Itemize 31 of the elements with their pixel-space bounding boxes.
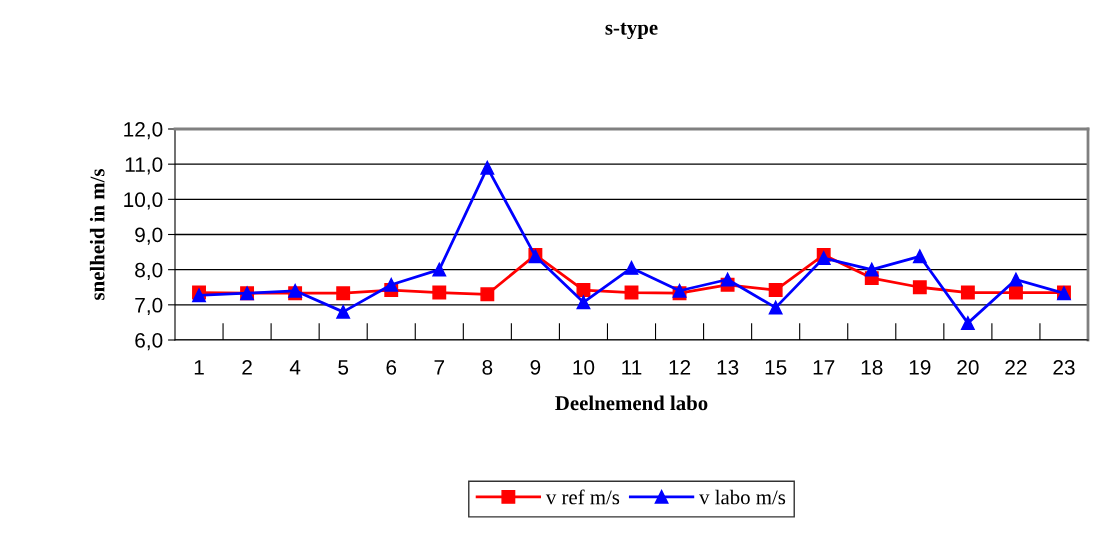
x-tick-label: 13: [717, 359, 739, 375]
x-tick-label: 15: [765, 360, 787, 375]
x-tick-label: 10: [573, 359, 595, 375]
legend-label: v labo m/s: [699, 489, 786, 505]
x-tick-label: 8: [482, 359, 493, 375]
x-tick-label: 12: [669, 359, 691, 375]
y-tick-label: 8,0: [135, 262, 163, 280]
x-axis-title: Deelnemend labo: [555, 395, 708, 411]
x-tick-label: 19: [909, 359, 931, 375]
y-tick-label: 10,0: [124, 192, 163, 210]
x-tick-label: 22: [1005, 359, 1027, 375]
x-tick-label: 23: [1053, 359, 1075, 375]
x-tick-label: 4: [289, 360, 301, 375]
y-tick-label: 11,0: [125, 157, 163, 175]
y-tick-label: 7,0: [135, 297, 163, 316]
y-tick-label: 6,0: [135, 333, 163, 351]
x-tick-label: 9: [530, 359, 541, 375]
x-tick-label: 17: [813, 360, 835, 375]
y-tick-label: 9,0: [135, 227, 163, 245]
chart-title: s-type: [605, 22, 658, 40]
x-tick-label: 1: [194, 360, 204, 375]
x-tick-label: 18: [861, 359, 883, 375]
x-tick-label: 5: [338, 360, 349, 375]
legend-label: v ref m/s: [545, 489, 620, 505]
x-tick-label: 6: [386, 359, 397, 375]
x-tick-label: 2: [242, 359, 252, 375]
y-axis-title: snelheid in m/s: [89, 169, 105, 300]
y-tick-label: 12,0: [124, 122, 163, 140]
x-tick-label: 11: [622, 360, 642, 375]
x-tick-label: 20: [957, 359, 979, 375]
x-tick-label: 7: [434, 360, 445, 375]
